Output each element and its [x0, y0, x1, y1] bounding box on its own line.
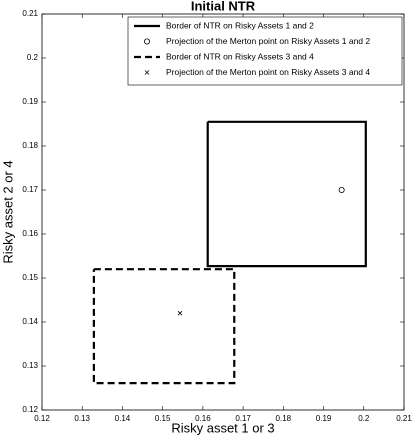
x-tick-label: 0.17: [235, 414, 251, 423]
legend-label: Projection of the Merton point on Risky …: [166, 36, 370, 46]
x-tick-label: 0.18: [276, 414, 292, 423]
y-tick-label: 0.18: [22, 141, 38, 150]
x-tick-label: 0.13: [74, 414, 90, 423]
legend-swatch: [144, 70, 150, 75]
marker: [177, 310, 183, 316]
y-tick-label: 0.12: [22, 405, 38, 414]
legend-label: Projection of the Merton point on Risky …: [166, 67, 370, 77]
x-axis-label: Risky asset 1 or 3: [171, 420, 274, 435]
y-tick-label: 0.17: [22, 185, 38, 194]
ntr-border: [92, 268, 236, 385]
y-tick-label: 0.13: [22, 361, 38, 370]
axes-box: [41, 13, 405, 411]
x-tick-label: 0.14: [115, 414, 131, 423]
x-tick-label: 0.12: [34, 414, 50, 423]
y-tick-label: 0.15: [22, 273, 38, 282]
y-tick-label: 0.19: [22, 97, 38, 106]
x-tick-label: 0.16: [195, 414, 211, 423]
y-tick-label: 0.16: [22, 229, 38, 238]
legend-box: [127, 16, 403, 86]
y-tick-label: 0.21: [22, 9, 38, 18]
legend-label: Border of NTR on Risky Assets 1 and 2: [166, 20, 314, 30]
y-tick-label: 0.14: [22, 317, 38, 326]
legend-swatch: [143, 38, 150, 45]
chart-title: Initial NTR: [191, 0, 256, 13]
x-tick-label: 0.21: [396, 414, 412, 423]
x-tick-label: 0.19: [316, 414, 332, 423]
y-axis-label: Risky asset 2 or 4: [0, 160, 15, 263]
ntr-border: [206, 120, 367, 268]
legend-label: Border of NTR on Risky Assets 3 and 4: [166, 51, 314, 61]
x-tick-label: 0.2: [358, 414, 370, 423]
y-tick-label: 0.2: [27, 53, 39, 62]
marker: [338, 186, 345, 193]
x-tick-label: 0.15: [155, 414, 171, 423]
